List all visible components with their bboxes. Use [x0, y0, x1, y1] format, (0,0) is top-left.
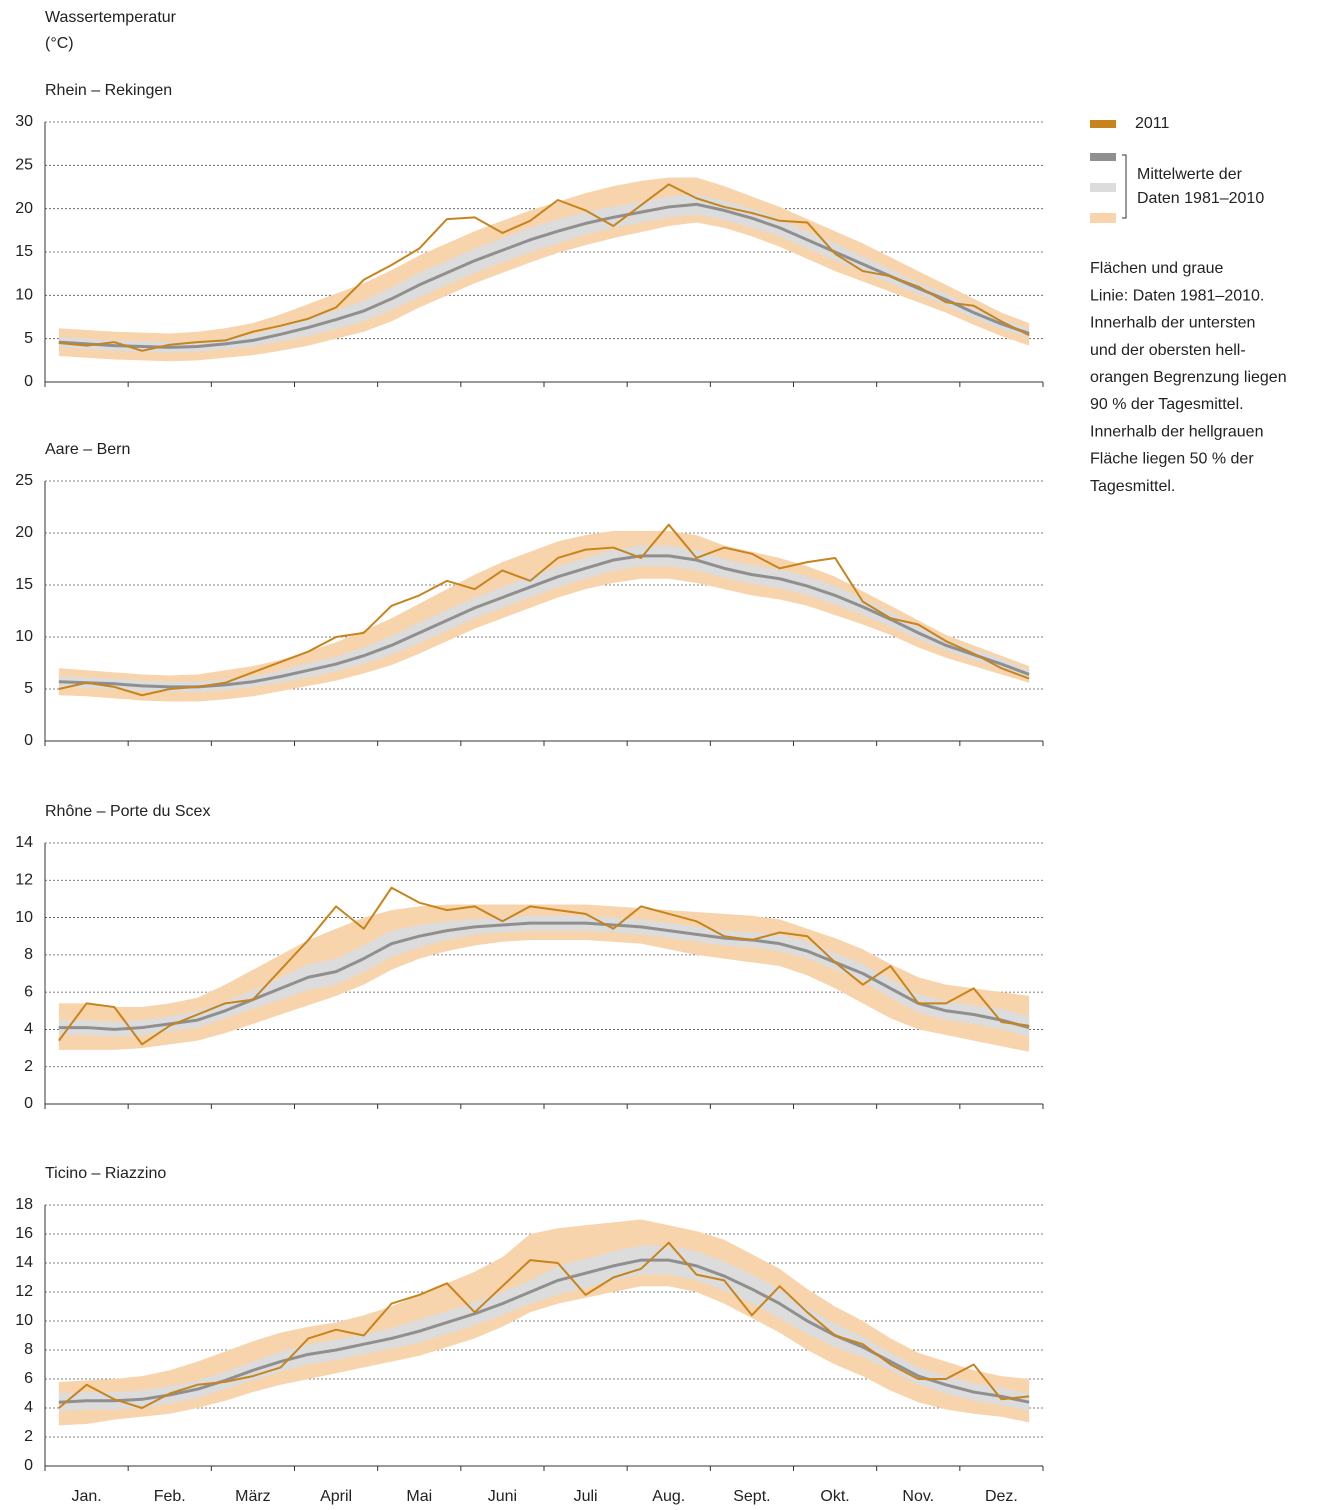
- y-tick-label: 10: [15, 909, 33, 926]
- note-line: 90 % der Tagesmittel.: [1090, 396, 1244, 413]
- note-line: Innerhalb der hellgrauen: [1090, 423, 1263, 440]
- y-tick-label: 12: [15, 872, 33, 889]
- mean-line: [58, 202, 1030, 349]
- y-tick-label: 2: [24, 1428, 33, 1445]
- y-tick-label: 8: [24, 946, 33, 963]
- x-tick-label: Jan.: [71, 1488, 101, 1505]
- mean-line: [58, 554, 1030, 689]
- series-line: [58, 886, 1030, 1046]
- panel-title: Rhône – Porte du Scex: [45, 803, 210, 820]
- legend-swatch: [1090, 153, 1116, 161]
- x-tick-label: Mai: [406, 1488, 432, 1505]
- x-tick-label: Nov.: [902, 1488, 934, 1505]
- y-tick-label: 4: [24, 1021, 33, 1038]
- x-tick-label: Feb.: [154, 1488, 186, 1505]
- x-tick-label: Sept.: [733, 1488, 770, 1505]
- y-tick-label: 14: [15, 1254, 33, 1271]
- x-tick-label: Juli: [574, 1488, 598, 1505]
- series-line: [58, 1241, 1030, 1409]
- note-line: Flächen und graue: [1090, 260, 1224, 277]
- x-tick-label: Dez.: [985, 1488, 1018, 1505]
- y-tick-label: 18: [15, 1196, 33, 1213]
- legend-bracket-label: Mittelwerte der: [1137, 166, 1243, 183]
- x-tick-label: Juni: [488, 1488, 517, 1505]
- legend-label: 2011: [1135, 115, 1170, 132]
- header-unit: (°C): [45, 35, 74, 52]
- y-tick-label: 2: [24, 1058, 33, 1075]
- y-tick-label: 10: [15, 1312, 33, 1329]
- note-line: orangen Begrenzung liegen: [1090, 369, 1287, 386]
- y-tick-label: 12: [15, 1283, 33, 1300]
- legend-swatch: [1090, 213, 1116, 223]
- header-title: Wassertemperatur: [45, 9, 177, 26]
- y-tick-label: 8: [24, 1341, 33, 1358]
- legend-bracket: [1122, 154, 1127, 219]
- y-tick-label: 14: [15, 834, 33, 851]
- y-tick-label: 0: [24, 732, 33, 749]
- note-line: Linie: Daten 1981–2010.: [1090, 287, 1264, 304]
- x-tick-label: März: [235, 1488, 271, 1505]
- y-tick-label: 25: [15, 157, 33, 174]
- panel-title: Rhein – Rekingen: [45, 82, 172, 99]
- y-tick-label: 30: [15, 113, 33, 130]
- panel-title: Ticino – Riazzino: [45, 1165, 166, 1182]
- y-tick-label: 5: [24, 330, 33, 347]
- y-tick-label: 0: [24, 1457, 33, 1474]
- note-line: Innerhalb der untersten: [1090, 315, 1255, 332]
- note-line: Fläche liegen 50 % der: [1090, 451, 1254, 468]
- mean-line: [58, 921, 1030, 1031]
- x-tick-label: Aug.: [652, 1488, 685, 1505]
- y-tick-label: 20: [15, 200, 33, 217]
- y-tick-label: 20: [15, 524, 33, 541]
- legend-bracket-label: Daten 1981–2010: [1137, 190, 1264, 207]
- legend-swatch: [1090, 183, 1116, 192]
- y-tick-label: 4: [24, 1399, 33, 1416]
- band-50: [58, 1245, 1030, 1411]
- band-50: [58, 545, 1030, 693]
- series-line: [58, 183, 1030, 352]
- y-tick-label: 10: [15, 287, 33, 304]
- x-tick-label: Okt.: [820, 1488, 849, 1505]
- band-50: [58, 193, 1030, 353]
- y-tick-label: 25: [15, 472, 33, 489]
- x-tick-label: April: [320, 1488, 352, 1505]
- y-tick-label: 16: [15, 1225, 33, 1242]
- y-tick-label: 6: [24, 1370, 33, 1387]
- y-tick-label: 5: [24, 680, 33, 697]
- band-90: [58, 1219, 1030, 1426]
- note-line: Tagesmittel.: [1090, 478, 1175, 495]
- note-line: und der obersten hell-: [1090, 342, 1246, 359]
- y-tick-label: 10: [15, 628, 33, 645]
- y-tick-label: 6: [24, 983, 33, 1000]
- series-line: [58, 523, 1030, 697]
- panel-title: Aare – Bern: [45, 441, 130, 458]
- y-tick-label: 15: [15, 576, 33, 593]
- y-tick-label: 0: [24, 1095, 33, 1112]
- y-tick-label: 0: [24, 373, 33, 390]
- legend-swatch: [1090, 120, 1116, 128]
- y-tick-label: 15: [15, 243, 33, 260]
